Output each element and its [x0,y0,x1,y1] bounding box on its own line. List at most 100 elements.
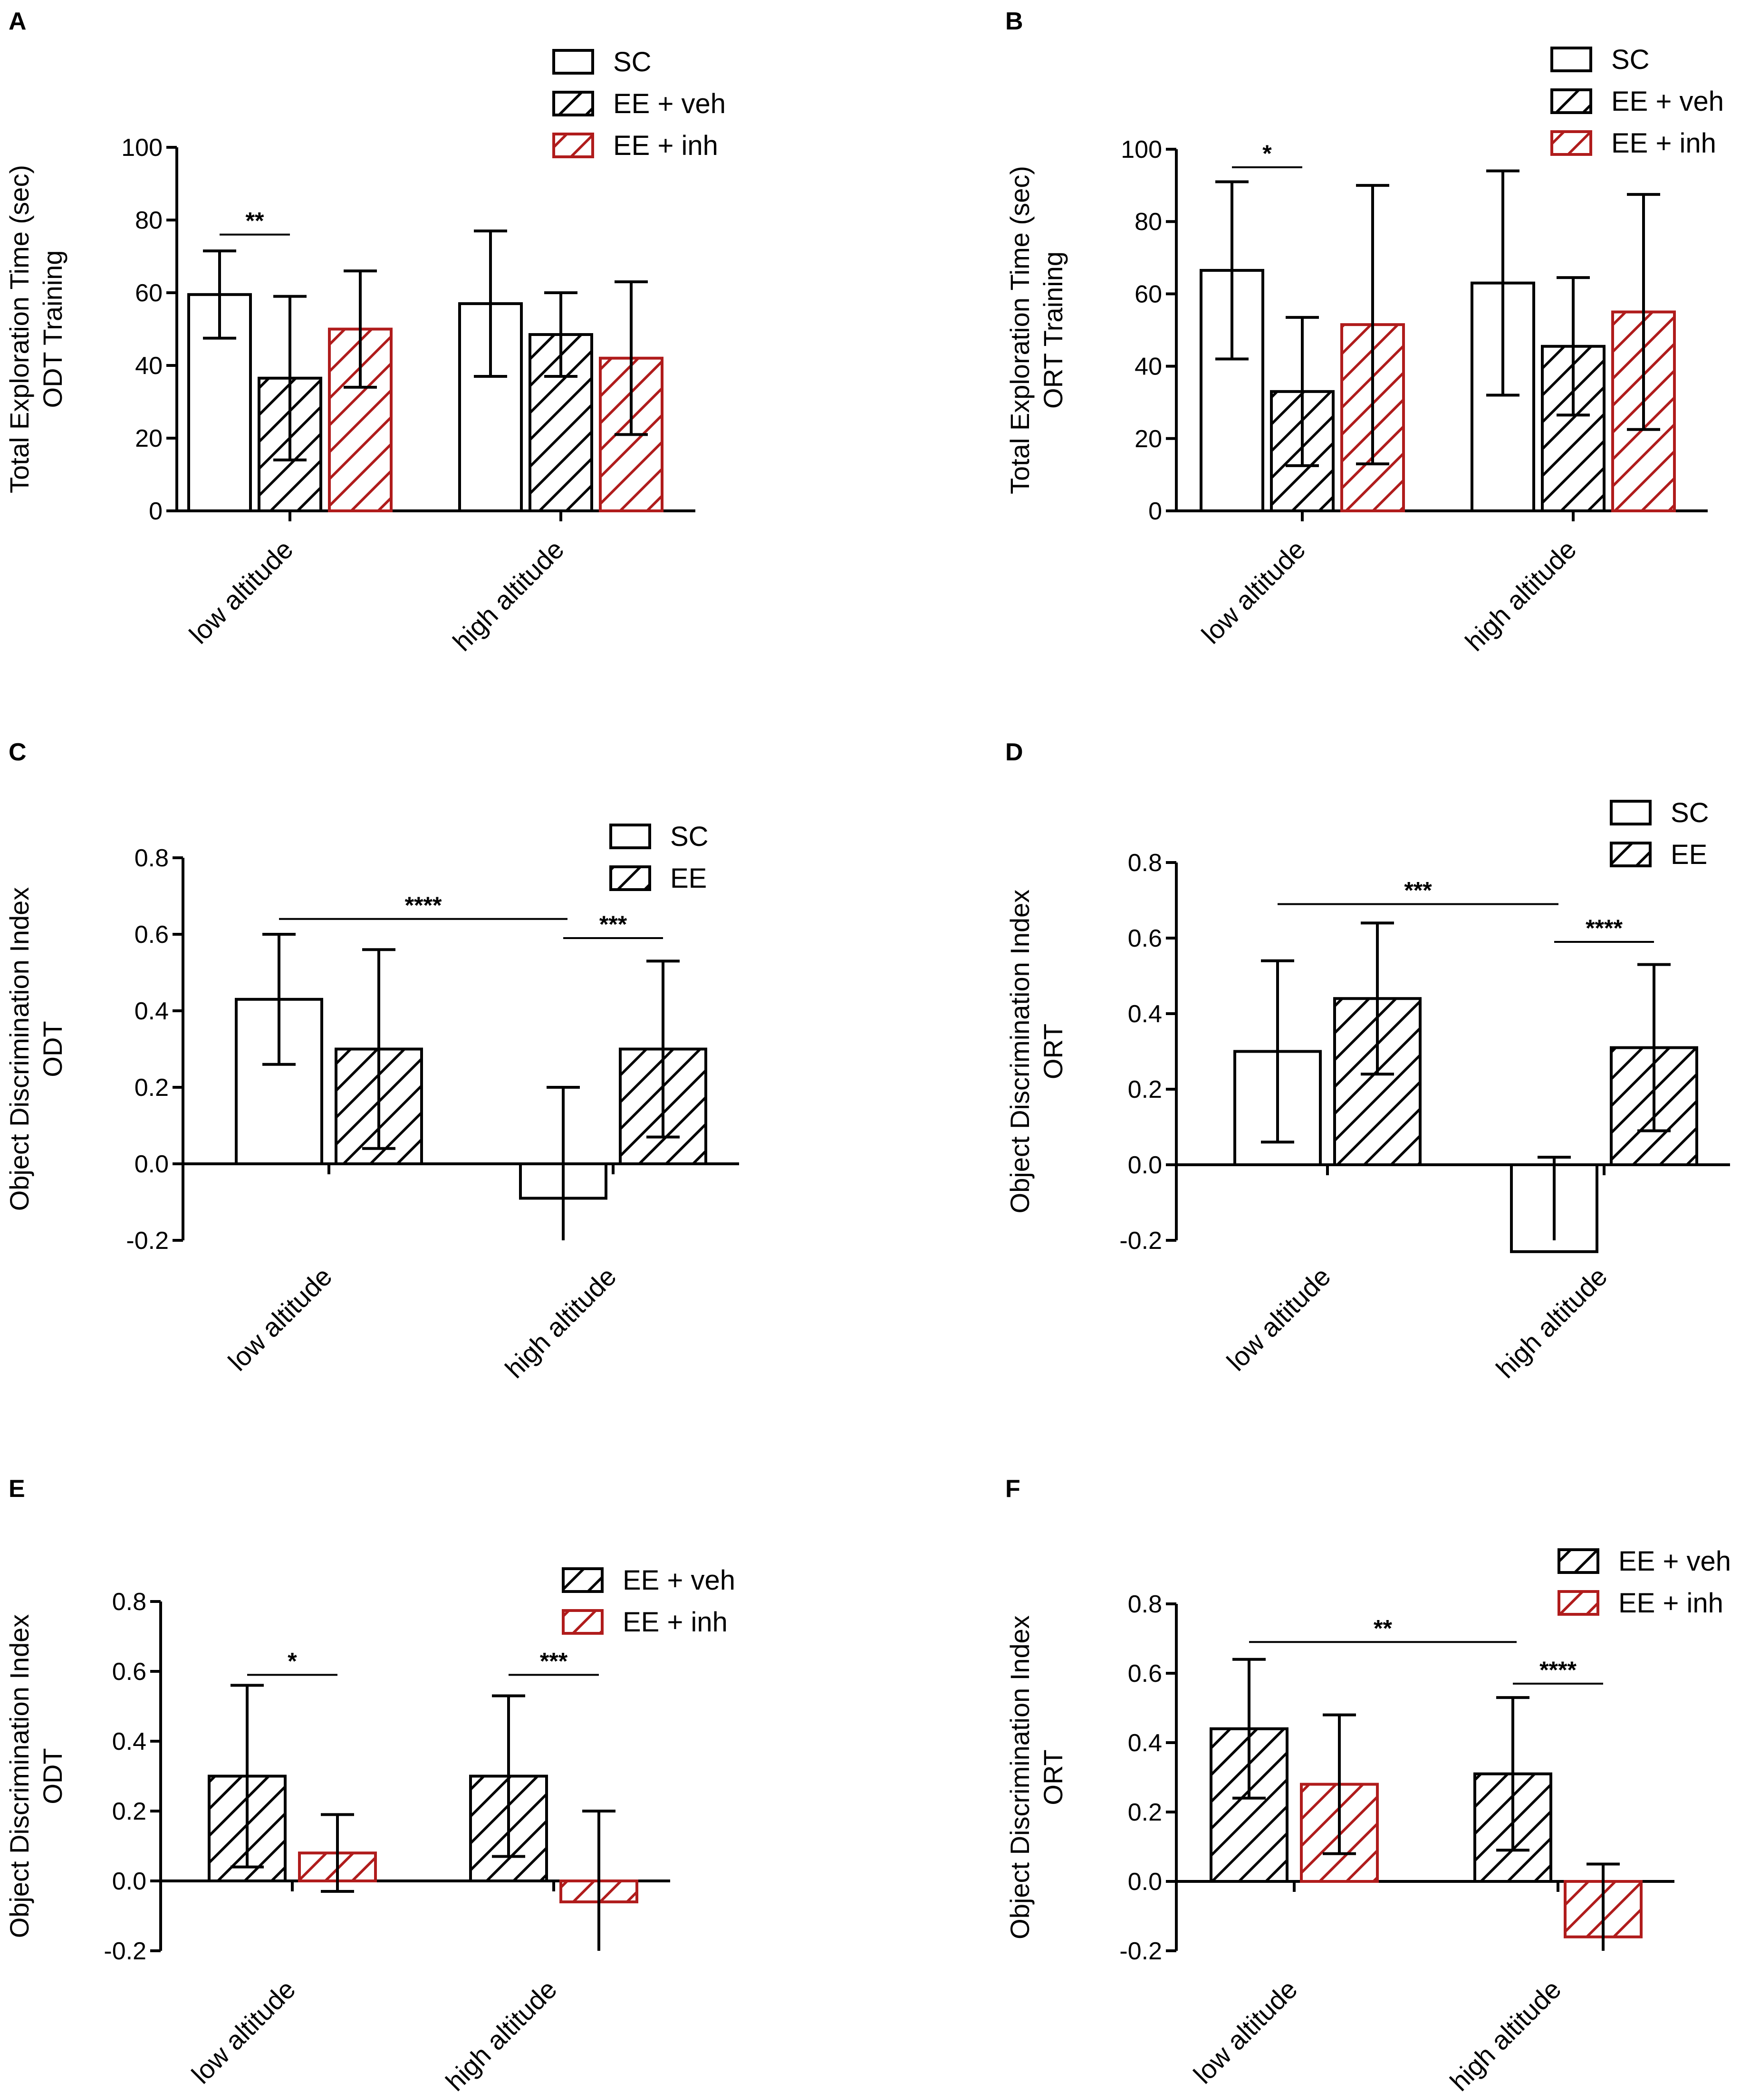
category-label: low altitude [183,534,299,650]
category-label: high altitude [1490,1261,1613,1384]
legend-swatch [562,1609,604,1635]
y-tick-label: 0.8 [112,1588,146,1616]
y-tick-label: 0 [149,498,163,525]
panel-label: B [1005,8,1023,35]
y-tick-label: 100 [1121,136,1162,163]
y-tick-label: 0.2 [135,1074,169,1102]
legend-label: EE + veh [623,1565,735,1596]
y-tick-label: 80 [135,207,163,234]
significance-label: *** [1404,877,1432,903]
panel-label: E [9,1475,25,1503]
y-tick-label: 0.2 [1128,1076,1162,1103]
y-axis-title: Total Exploration Time (sec) [1005,166,1035,494]
legend-label: EE + veh [1611,86,1724,117]
y-axis-title: Object Discrimination Index [1005,1615,1035,1939]
legend-swatch [1550,47,1592,72]
legend-label: EE [670,863,707,894]
legend-swatch [1558,1548,1599,1574]
y-axis-title: Total Exploration Time (sec) [4,165,34,493]
y-tick-label: 40 [1135,353,1162,381]
legend-label: SC [1611,44,1650,75]
y-tick-label: -0.2 [104,1937,146,1965]
panel-C: C -0.2 0.0 0.2 0.4 0.6 0.8 Object Discriminatio… [4,738,739,1384]
panel-label: A [9,8,27,35]
category-label: low altitude [1196,534,1311,650]
y-tick-label: 0.8 [1128,849,1162,877]
panel-F: F -0.2 0.0 0.2 0.4 0.6 0.8 Object Discriminatio… [1005,1475,1731,2097]
y-axis-title: Object Discrimination Index [4,1614,34,1938]
significance-label: **** [1586,915,1623,941]
legend-swatch [1610,842,1652,867]
legend-swatch [1550,130,1592,156]
category-label: low altitude [222,1261,338,1377]
y-axis-title: ORT Training [1038,251,1068,409]
category-label: high altitude [440,1974,562,2097]
y-tick-label: 0.4 [1128,1729,1162,1757]
category-label: high altitude [1459,534,1582,657]
legend-label: EE + veh [613,88,726,119]
legend-swatch [552,49,594,75]
y-tick-label: 0.4 [112,1728,146,1755]
legend-label: EE + inh [1618,1588,1723,1619]
y-tick-label: 0.4 [1128,1000,1162,1028]
legend-swatch [609,865,651,891]
category-label: high altitude [1444,1974,1567,2097]
significance-label: ** [1374,1615,1392,1641]
y-tick-label: 0.2 [1128,1799,1162,1826]
y-tick-label: 80 [1135,208,1162,236]
y-tick-label: 20 [135,425,163,452]
y-axis-title: ORT [1038,1024,1068,1079]
panel-label: D [1005,738,1023,766]
y-tick-label: -0.2 [1119,1937,1162,1965]
category-label: low altitude [1221,1261,1337,1377]
legend-label: EE [1671,839,1707,870]
y-tick-label: 40 [135,352,163,380]
y-tick-label: 0.8 [135,844,169,872]
legend-label: SC [613,47,652,77]
y-tick-label: 0.6 [135,921,169,949]
category-label: high altitude [499,1261,622,1384]
y-tick-label: 60 [135,279,163,307]
y-tick-label: 0.8 [1128,1591,1162,1618]
y-tick-label: 100 [121,134,163,162]
legend-swatch [552,133,594,158]
y-axis-title: ODT [38,1748,67,1804]
significance-label: *** [540,1648,568,1674]
panel-label: F [1005,1475,1020,1503]
legend-swatch [1558,1590,1599,1616]
significance-label: **** [405,892,442,919]
y-tick-label: -0.2 [1119,1227,1162,1255]
legend-label: SC [1671,797,1709,828]
category-label: high altitude [447,534,569,657]
panel-E: E -0.2 0.0 0.2 0.4 0.6 0.8 Object Discriminatio… [4,1475,735,2097]
y-tick-label: 0.6 [1128,925,1162,952]
y-axis-title: Object Discrimination Index [1005,890,1035,1214]
y-tick-label: 0.6 [1128,1660,1162,1688]
legend-label: EE + inh [623,1607,728,1638]
legend-label: SC [670,821,709,852]
y-tick-label: 20 [1135,425,1162,453]
y-tick-label: -0.2 [126,1227,169,1255]
panel-A: A 0 20 40 60 80 100 Total Exploration Time (sec… [4,8,726,657]
panel-B: B 0 20 40 60 80 100 Total Exploration Time (sec… [1005,8,1724,657]
significance-label: * [288,1648,297,1674]
y-axis-title: Object Discrimination Index [4,887,34,1211]
y-tick-label: 60 [1135,280,1162,308]
y-tick-label: 0.0 [1128,1151,1162,1179]
significance-label: **** [1539,1657,1577,1683]
y-tick-label: 0.0 [135,1151,169,1178]
legend-swatch [609,824,651,849]
legend-swatch [1610,800,1652,825]
significance-label: *** [599,911,627,938]
y-axis-title: ODT [38,1021,67,1077]
category-label: low altitude [186,1974,301,2090]
significance-label: ** [246,208,264,234]
panel-label: C [9,738,27,766]
significance-label: * [1262,140,1272,167]
panel-D: D -0.2 0.0 0.2 0.4 0.6 0.8 Object Discriminatio… [1005,738,1730,1384]
legend-label: EE + inh [1611,128,1716,159]
y-axis-title: ORT [1038,1749,1068,1805]
legend-swatch [1550,88,1592,114]
legend-label: EE + veh [1618,1546,1731,1577]
